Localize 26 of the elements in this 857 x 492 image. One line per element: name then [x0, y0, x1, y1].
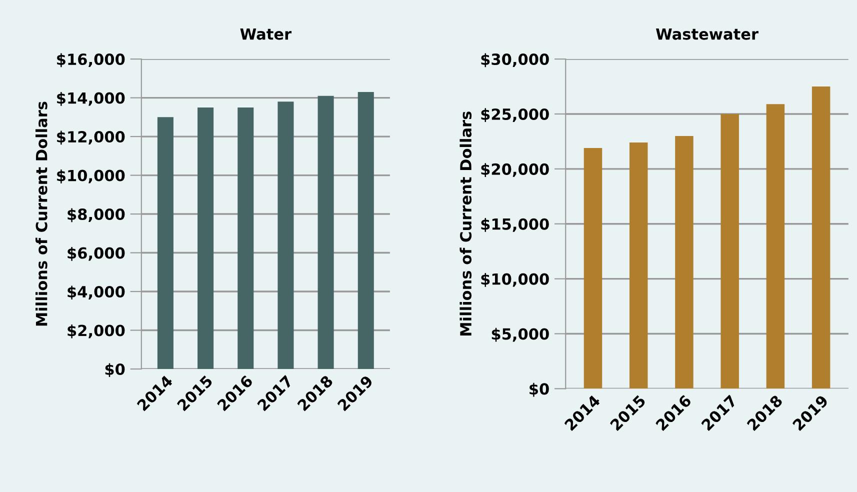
y-tick-label: $16,000: [57, 53, 125, 68]
bar: [812, 86, 830, 389]
y-tick-label: $12,000: [57, 130, 125, 145]
y-tick-label: $5,000: [492, 328, 549, 342]
y-tick-label: $30,000: [481, 53, 549, 68]
y-tick-label: $25,000: [481, 108, 549, 122]
y-axis-title: Millions of Current Dollars: [460, 112, 472, 336]
y-tick-label: $20,000: [481, 163, 549, 177]
y-tick-label: $10,000: [481, 272, 549, 287]
y-tick-label: $14,000: [57, 92, 125, 106]
y-tick-label: $2,000: [68, 324, 125, 338]
bar: [629, 142, 648, 389]
y-tick-label: $6,000: [68, 246, 125, 261]
y-tick-label: $8,000: [68, 208, 125, 222]
bar: [766, 104, 785, 389]
chart-title: Wastewater: [656, 28, 758, 40]
y-tick-label: $0: [105, 363, 125, 378]
y-axis-title: Millions of Current Dollars: [36, 102, 48, 326]
bar: [675, 136, 694, 389]
y-tick-label: $15,000: [481, 218, 549, 232]
y-tick-label: $0: [530, 382, 549, 397]
y-tick-label: $4,000: [68, 286, 125, 300]
bar: [720, 114, 739, 389]
chart-title: Water: [240, 28, 292, 40]
bar: [584, 148, 602, 389]
y-tick-label: $10,000: [57, 169, 125, 184]
